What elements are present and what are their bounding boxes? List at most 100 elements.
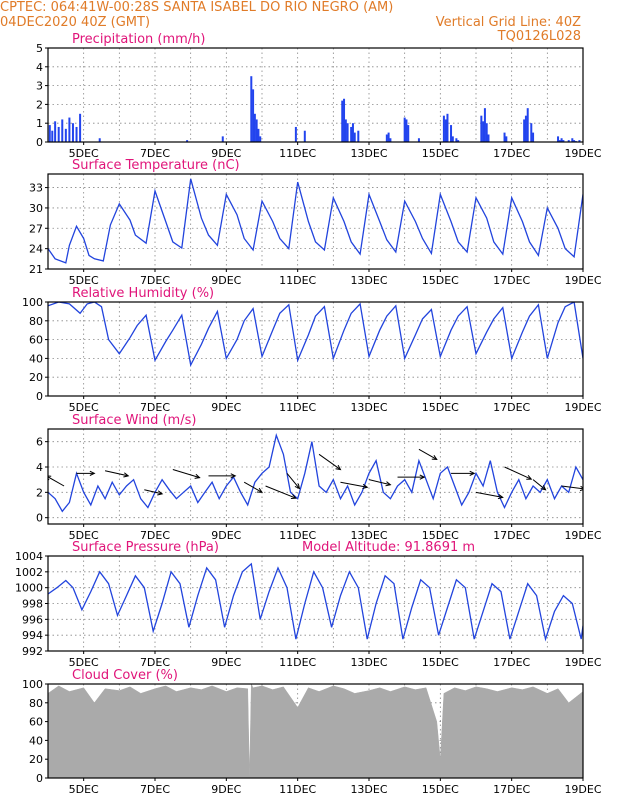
wind-vector-head	[362, 483, 369, 490]
panel-frame	[47, 173, 584, 270]
precip-bar	[446, 113, 449, 142]
precip-bar	[357, 130, 360, 142]
precip-bar	[341, 100, 344, 142]
panel-title: Surface Wind (m/s)	[72, 413, 196, 428]
wind-vector	[318, 453, 342, 471]
x-tick-label: 9DEC	[211, 274, 241, 287]
y-tick-label: 1000	[15, 582, 43, 595]
x-tick-label: 9DEC	[211, 783, 241, 796]
panel-cloud: 0 20 40 60 80 100 5DEC 7DEC 9DEC 11DEC 13DEC 15DEC 1…	[22, 668, 602, 796]
wind-vector	[172, 469, 201, 479]
precip-bar	[54, 121, 57, 142]
precip-bar	[578, 140, 581, 142]
x-tick-label: 17DEC	[493, 274, 530, 287]
wind-vector-shaft	[172, 469, 200, 479]
wind-vector-head	[335, 464, 342, 471]
precip-bar	[573, 140, 576, 142]
panel-temp: 21 24 27 30 33 5DEC 7DEC 9DEC 11DEC 13DEC 15DEC 17D…	[29, 158, 602, 287]
x-tick-label: 17DEC	[493, 783, 530, 796]
x-tick-label: 13DEC	[350, 147, 387, 160]
precip-bar	[51, 130, 54, 142]
y-tick-label: 994	[22, 629, 43, 642]
precip-bar	[524, 115, 527, 142]
y-tick-label: 33	[29, 182, 43, 195]
precip-bar	[530, 123, 533, 142]
precip-bar	[571, 138, 574, 142]
wind-vector	[561, 485, 583, 492]
wind-vector-shaft	[340, 481, 368, 488]
x-tick-label: 13DEC	[350, 529, 387, 542]
precip-bar	[343, 98, 346, 142]
precip-bar	[186, 140, 189, 142]
panel-title: Surface Pressure (hPa)	[72, 540, 219, 555]
y-tick-label: 4	[36, 61, 43, 74]
wind-vector	[76, 470, 96, 476]
precip-bar	[221, 136, 224, 142]
wind-vector-head	[497, 494, 504, 500]
y-tick-label: 20	[29, 371, 43, 384]
precip-bar	[505, 136, 508, 142]
wind-vector-shaft	[265, 485, 297, 499]
precip-bar	[79, 113, 82, 142]
y-tick-label: 20	[29, 753, 43, 766]
x-tick-label: 15DEC	[422, 401, 459, 414]
x-tick-label: 7DEC	[140, 529, 170, 542]
x-tick-label: 15DEC	[422, 783, 459, 796]
y-tick-label: 21	[29, 263, 43, 276]
x-tick-label: 15DEC	[422, 147, 459, 160]
y-tick-label: 0	[36, 390, 43, 403]
precip-bar	[455, 138, 458, 142]
y-tick-label: 40	[29, 352, 43, 365]
panel-title: Surface Temperature (nC)	[72, 158, 240, 173]
wind-vector	[475, 491, 504, 500]
plot-area-humidity	[48, 302, 583, 368]
precip-bar	[294, 126, 297, 142]
wind-vector-shaft	[286, 473, 300, 489]
y-tick-label: 2	[36, 486, 43, 499]
x-tick-label: 7DEC	[140, 401, 170, 414]
precip-bar	[303, 130, 306, 142]
y-tick-label: 100	[22, 678, 43, 691]
wind-vector-head	[230, 473, 237, 479]
precip-bar	[57, 126, 60, 142]
wind-vector-head	[194, 473, 201, 479]
precip-bar	[385, 134, 388, 142]
wind-vector-head	[157, 490, 164, 496]
x-tick-label: 19DEC	[564, 274, 601, 287]
precip-bar	[252, 89, 255, 142]
precip-bar	[503, 132, 506, 142]
y-tick-label: 30	[29, 202, 43, 215]
wind-vector-head	[385, 481, 392, 487]
precip-bar	[250, 76, 253, 142]
precip-bar	[344, 119, 347, 142]
precip-bar	[98, 138, 101, 142]
y-tick-label: 992	[22, 645, 43, 658]
plot-area-temp	[48, 178, 583, 264]
y-tick-label: 60	[29, 334, 43, 347]
wind-vector	[144, 489, 164, 496]
precip-bar	[557, 136, 560, 142]
y-tick-label: 996	[22, 613, 43, 626]
wind-vector-shaft	[504, 466, 532, 480]
x-tick-label: 17DEC	[493, 656, 530, 669]
precip-bar	[71, 123, 74, 142]
wind-vector-shaft	[475, 491, 503, 498]
wind-vector-head	[290, 494, 297, 500]
panel-frame	[47, 47, 584, 143]
wind-vector-shaft	[318, 453, 341, 470]
precip-bar	[405, 119, 408, 142]
x-tick-label: 13DEC	[350, 401, 387, 414]
x-tick-label: 7DEC	[140, 274, 170, 287]
wind-vector	[265, 485, 297, 500]
y-tick-label: 998	[22, 598, 43, 611]
x-tick-label: 5DEC	[69, 274, 99, 287]
y-tick-label: 0	[36, 136, 43, 149]
panel-humidity: 0 20 40 60 80 100 5DEC 7DEC 9DEC 11DEC 13DEC 15DEC 1…	[22, 286, 602, 414]
y-tick-label: 1002	[15, 566, 43, 579]
x-tick-label: 13DEC	[350, 656, 387, 669]
panel-frame	[47, 301, 584, 397]
x-tick-label: 17DEC	[493, 147, 530, 160]
precip-bar	[482, 121, 485, 142]
precip-bar	[480, 115, 483, 142]
precip-bar	[257, 128, 260, 142]
